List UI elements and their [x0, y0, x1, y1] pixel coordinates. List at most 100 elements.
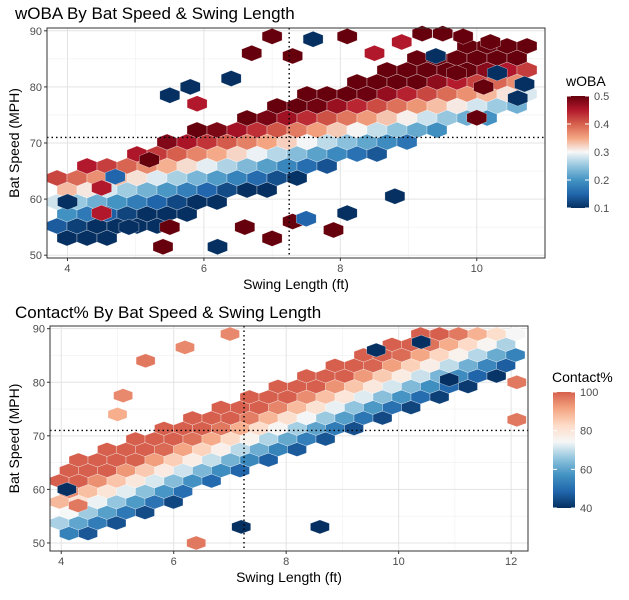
hex-bin: [452, 28, 474, 45]
legend-tick-label: 0.4: [594, 119, 609, 131]
legend-contact: Contact% 40 60 80 100: [552, 369, 613, 515]
legend-tick-label: 0.2: [594, 175, 609, 187]
x-tick-label: 6: [201, 263, 207, 275]
hex-bin: [91, 204, 112, 222]
x-tick-label: 10: [393, 556, 405, 568]
hex-bin: [135, 353, 156, 368]
hex-bin: [505, 326, 526, 342]
hex-bin: [412, 25, 433, 42]
y-tick-label: 60: [30, 194, 42, 206]
plot-border-contact: [49, 325, 529, 552]
y-tick-label: 60: [33, 484, 45, 496]
hex-bin: [323, 221, 344, 239]
hex-bin: [432, 25, 453, 42]
x-tick-label: 12: [505, 556, 517, 568]
hex-bin: [221, 70, 242, 87]
hex-bin: [473, 78, 494, 96]
hex-bin: [366, 342, 386, 358]
x-tick-label: 8: [283, 556, 289, 568]
hex-bin: [310, 519, 330, 535]
hex-bin: [159, 87, 180, 104]
legend-tick-label: 0.5: [594, 91, 609, 103]
x-axis-title-contact: Swing Length (ft): [236, 569, 342, 585]
x-tick-label: 6: [171, 556, 177, 568]
hex-bin: [384, 188, 406, 205]
hex-bin: [337, 204, 358, 222]
hex-bin: [241, 45, 262, 62]
x-tick-label: 10: [471, 263, 483, 275]
hex-bin: [261, 28, 283, 45]
y-tick-label: 50: [30, 250, 42, 262]
hex-bin: [175, 340, 195, 355]
hex-bins-woba: [46, 25, 538, 255]
x-axis-title-woba: Swing Length (ft): [243, 276, 349, 292]
y-tick-label: 80: [33, 377, 45, 389]
x-tick-label: 4: [58, 556, 64, 568]
hex-bin: [231, 519, 251, 535]
x-tick-label: 8: [337, 263, 343, 275]
y-tick-label: 70: [30, 138, 42, 150]
hex-bin: [207, 238, 228, 255]
legend-title-contact: Contact%: [552, 369, 613, 385]
y-tick-label: 90: [30, 26, 42, 38]
hex-bin: [514, 75, 535, 93]
hex-bin: [234, 218, 255, 236]
y-tick-label: 50: [33, 538, 45, 550]
legend-tick-label: 60: [580, 464, 592, 476]
legend-title-woba: wOBA: [565, 73, 606, 89]
hex-bin: [68, 498, 88, 513]
hex-bin: [261, 230, 283, 247]
hex-bin: [516, 37, 538, 55]
hex-bin: [139, 151, 160, 168]
hex-bin: [480, 33, 501, 51]
hex-bin: [57, 193, 78, 211]
hex-bin: [282, 47, 303, 65]
hex-bin: [91, 179, 112, 197]
panel-woba: wOBA By Bat Speed & Swing Length 4 6 8 10 50 6…: [6, 4, 609, 292]
hex-bin: [186, 535, 206, 551]
hex-bin: [220, 326, 240, 342]
hex-bin: [507, 375, 527, 390]
y-axis-title-contact: Bat Speed (MPH): [6, 384, 22, 494]
y-tick-label: 80: [30, 82, 42, 94]
chart-title-woba: wOBA By Bat Speed & Swing Length: [14, 4, 295, 23]
hex-bin: [411, 334, 431, 350]
hex-bin: [337, 28, 358, 45]
y-axis-title-woba: Bat Speed (MPH): [6, 88, 22, 198]
hex-bin: [296, 210, 317, 227]
hex-bin: [439, 372, 459, 387]
x-tick-label: 4: [64, 263, 70, 275]
hex-bin: [364, 45, 385, 62]
hex-bin: [507, 412, 527, 427]
y-tick-label: 90: [33, 324, 45, 336]
hex-bin: [186, 95, 208, 112]
hex-bin: [105, 168, 126, 185]
panel-contact: Contact% By Bat Speed & Swing Length 4 6 8 1…: [6, 303, 613, 585]
y-tick-label: 70: [33, 431, 45, 443]
hex-bin: [107, 407, 128, 422]
hex-bin: [391, 33, 412, 51]
hex-bin: [466, 109, 487, 126]
hex-bin: [152, 238, 174, 255]
legend-colorbar-contact: [553, 392, 575, 508]
legend-tick-label: 100: [580, 387, 598, 399]
hex-bin: [159, 218, 180, 236]
hex-bin: [425, 47, 446, 65]
legend-tick-label: 80: [580, 426, 592, 438]
chart-title-contact: Contact% By Bat Speed & Swing Length: [15, 303, 321, 322]
legend-tick-label: 0.3: [594, 147, 609, 159]
hex-bin: [118, 218, 140, 236]
legend-tick-label: 40: [580, 503, 592, 515]
hex-bins-contact: [49, 326, 527, 551]
hex-bin: [57, 482, 77, 497]
hex-bin: [113, 388, 133, 403]
legend-woba: wOBA 0.1 0.2 0.3 0.4 0.5: [565, 73, 609, 215]
hex-bin: [507, 89, 528, 107]
hex-bin: [180, 78, 201, 96]
legend-colorbar-woba: [567, 96, 589, 208]
hex-bin: [302, 31, 324, 48]
hex-bin: [487, 64, 508, 82]
hex-bin: [446, 64, 467, 82]
